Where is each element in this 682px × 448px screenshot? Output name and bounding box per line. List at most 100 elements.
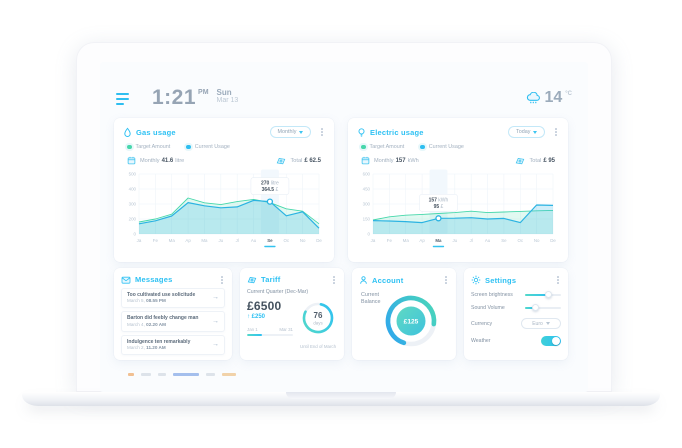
tariff-gauge-caption: Until End of March <box>299 343 337 349</box>
electric-usage-card: Electric usage Today Target Amount Curre… <box>348 118 568 262</box>
gas-total-label: Total <box>290 157 303 164</box>
clock-date: Mar 13 <box>216 97 239 105</box>
message-time: 08.55 PM <box>146 298 166 304</box>
message-item[interactable]: Barton did feebly change man March 4, 02… <box>121 311 225 332</box>
message-item[interactable]: Indulgence ten remarkably March 2, 11.20… <box>121 334 225 355</box>
tariff-card-title: Tariff <box>261 275 281 285</box>
svg-text:Ma: Ma <box>435 238 442 243</box>
electric-legend-current[interactable]: Current Usage <box>420 144 464 150</box>
currency-label: Currency <box>471 320 493 327</box>
gas-legend-current[interactable]: Current Usage <box>186 144 230 150</box>
electric-legend: Target Amount Current Usage <box>361 144 559 150</box>
electric-more-menu-icon[interactable] <box>553 127 559 137</box>
messages-more-menu-icon[interactable] <box>219 275 225 285</box>
envelope-icon <box>121 276 131 284</box>
svg-text:600: 600 <box>363 172 371 177</box>
balance-label-line1: Current <box>361 292 379 298</box>
gas-total-value: £ 62.5 <box>304 157 321 164</box>
svg-text:95 £: 95 £ <box>434 204 444 210</box>
calendar-icon <box>361 156 370 165</box>
electric-legend-current-label: Current Usage <box>428 144 464 150</box>
gas-legend-target[interactable]: Target Amount <box>127 144 170 150</box>
chevron-down-icon <box>299 130 304 134</box>
laptop-base <box>22 392 660 406</box>
target-dot-icon <box>127 144 132 150</box>
svg-text:300: 300 <box>363 202 371 207</box>
account-card: Account Current Balance £125 <box>352 268 456 360</box>
message-date: March 2, <box>127 345 145 350</box>
volume-slider[interactable] <box>525 304 561 312</box>
svg-text:364.5 £: 364.5 £ <box>262 187 279 193</box>
svg-text:Ap: Ap <box>185 238 191 243</box>
svg-text:157 kWh: 157 kWh <box>429 197 449 203</box>
electric-period-select[interactable]: Today <box>508 126 546 138</box>
account-more-menu-icon[interactable] <box>443 275 449 285</box>
svg-text:Ma: Ma <box>403 238 410 243</box>
svg-text:Oc: Oc <box>283 238 289 243</box>
gas-card-title: Gas usage <box>136 127 176 137</box>
svg-text:Ap: Ap <box>419 238 425 243</box>
rain-cloud-icon <box>526 91 541 105</box>
brightness-slider[interactable] <box>525 291 561 299</box>
svg-text:Jl: Jl <box>236 238 239 243</box>
svg-text:No: No <box>534 238 540 243</box>
svg-text:Ju: Ju <box>452 238 457 243</box>
gas-legend-target-label: Target Amount <box>135 144 171 150</box>
open-message-arrow-icon[interactable]: → <box>212 341 219 349</box>
electric-legend-target[interactable]: Target Amount <box>361 144 404 150</box>
weather-toggle[interactable] <box>541 336 561 346</box>
gas-legend-current-label: Current Usage <box>194 144 230 150</box>
dashboard-screen: 1:21 PM Sun Mar 13 14 °C <box>100 62 588 392</box>
lightbulb-icon <box>357 127 366 138</box>
svg-text:500: 500 <box>129 172 137 177</box>
tariff-more-menu-icon[interactable] <box>331 275 337 285</box>
tariff-subtitle: Current Quarter (Dec-Mar) <box>247 288 309 295</box>
currency-select[interactable]: Euro <box>521 318 561 329</box>
svg-text:400: 400 <box>129 187 137 192</box>
svg-text:No: No <box>300 238 306 243</box>
gas-period-amount: 41.6 <box>161 157 174 164</box>
svg-text:270 litre: 270 litre <box>261 181 279 187</box>
open-message-arrow-icon[interactable]: → <box>212 317 219 325</box>
balance-value: £125 <box>404 318 419 325</box>
tariff-range-end: Mar 31 <box>279 326 293 332</box>
temperature-value: 14 <box>544 89 563 106</box>
currency-value: Euro <box>532 320 543 327</box>
weather-toggle-label: Weather <box>471 338 491 344</box>
gas-droplet-icon <box>123 127 132 138</box>
gas-more-menu-icon[interactable] <box>319 127 325 137</box>
svg-text:450: 450 <box>363 187 371 192</box>
svg-text:0: 0 <box>368 232 371 237</box>
tariff-progress-bar <box>247 333 293 337</box>
message-title: Too cultivated use solicitude <box>127 291 196 298</box>
svg-text:Se: Se <box>267 238 273 243</box>
tariff-amount-block: £6500 ↑ £250 Jan 1 Mar 31 <box>247 299 293 349</box>
svg-text:Ja: Ja <box>137 238 142 243</box>
tariff-delta: ↑ £250 <box>247 313 266 320</box>
gas-legend: Target Amount Current Usage <box>127 144 325 150</box>
current-dot-icon <box>186 144 191 150</box>
gas-usage-card: Gas usage Monthly Target Amount Current … <box>114 118 334 262</box>
svg-text:Ju: Ju <box>218 238 223 243</box>
days-unit: days <box>313 320 323 325</box>
message-item[interactable]: Too cultivated use solicitude March 5, 0… <box>121 287 225 309</box>
electric-period-label: Monthly <box>374 157 394 164</box>
message-date: March 5, <box>127 298 145 304</box>
volume-label: Sound Volume <box>471 305 505 311</box>
message-title: Barton did feebly change man <box>127 315 199 322</box>
electric-legend-target-label: Target Amount <box>369 144 405 150</box>
tariff-range-start: Jan 1 <box>247 326 258 332</box>
electric-period-unit: kWh <box>407 157 419 164</box>
gas-period-select[interactable]: Monthly <box>269 126 312 138</box>
settings-more-menu-icon[interactable] <box>555 275 561 285</box>
svg-text:Au: Au <box>251 238 257 243</box>
svg-text:Oc: Oc <box>517 238 523 243</box>
electric-period-amount: 157 <box>395 157 406 164</box>
open-message-arrow-icon[interactable]: → <box>212 294 219 302</box>
svg-text:Fe: Fe <box>387 238 393 243</box>
menu-icon[interactable] <box>116 93 130 105</box>
clock-meridiem: PM <box>198 89 209 96</box>
